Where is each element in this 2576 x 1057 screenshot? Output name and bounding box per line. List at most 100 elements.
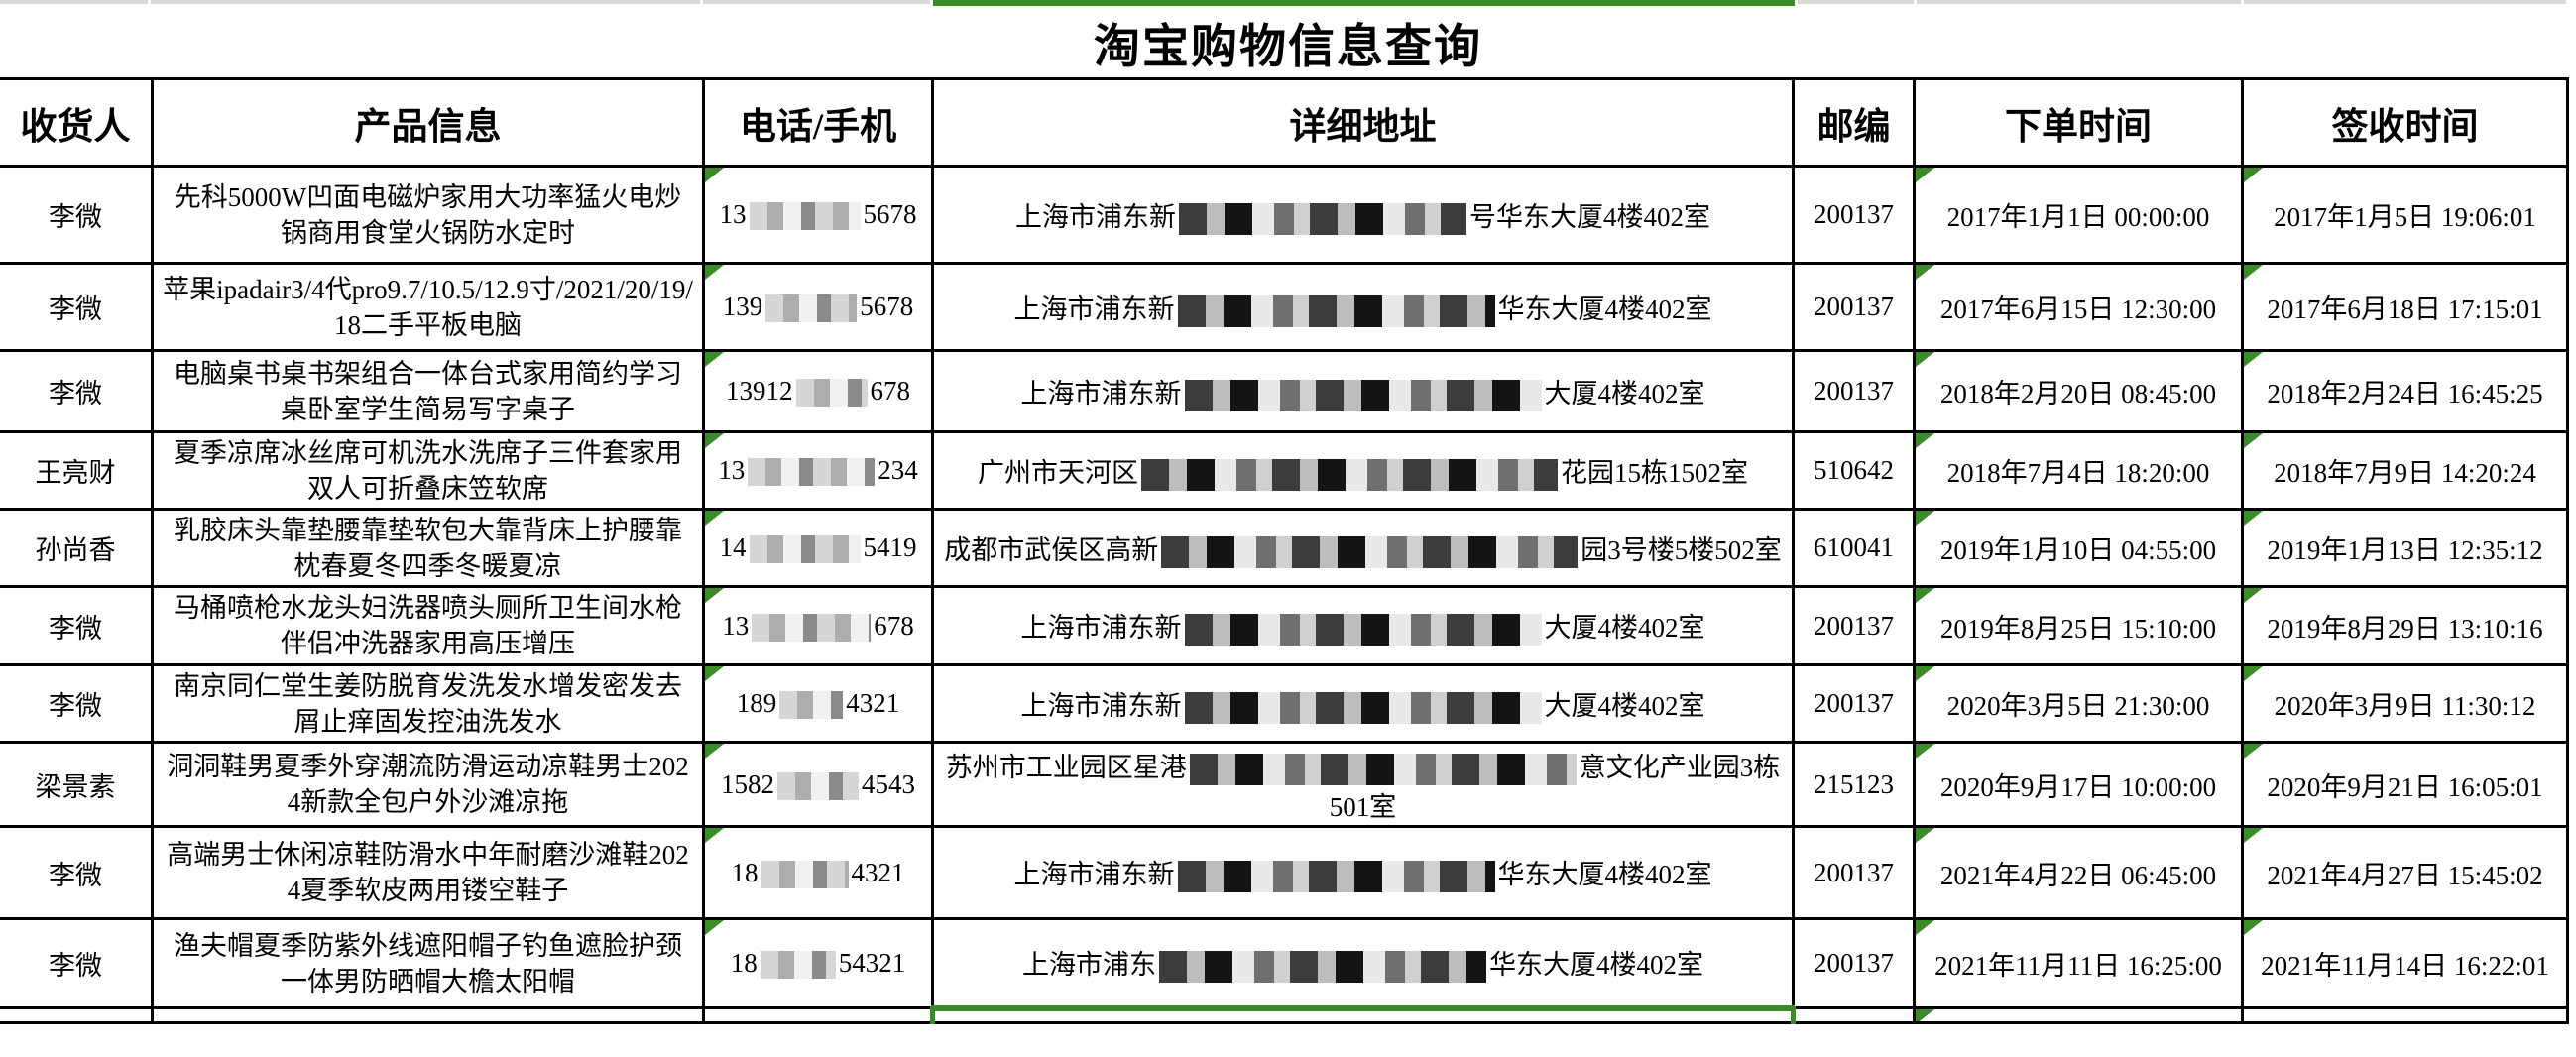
- cell-order-time[interactable]: 2017年1月1日 00:00:00: [1913, 165, 2244, 265]
- table-row: 李微 马桶喷枪水龙头妇洗器喷头厕所卫生间水枪伴侣冲洗器家用高压增压 13 678 上海市…: [0, 585, 2569, 666]
- cell-sign-time[interactable]: 2017年1月5日 19:06:01: [2241, 165, 2569, 265]
- cell-address[interactable]: 上海市浦东 华东大厦4楼402室: [931, 917, 1795, 1009]
- cell-order-time[interactable]: [1913, 1006, 2244, 1024]
- cell-phone[interactable]: 1582 4543: [702, 741, 934, 828]
- cell-sign-time[interactable]: 2021年11月14日 16:22:01: [2241, 917, 2569, 1009]
- cell-order-time[interactable]: 2018年2月20日 08:45:00: [1913, 349, 2244, 433]
- address-suffix: 号华东大厦4楼402室: [1469, 201, 1710, 232]
- cell-address[interactable]: 上海市浦东新 华东大厦4楼402室: [931, 262, 1795, 352]
- cell-product[interactable]: 南京同仁堂生姜防脱育发洗发水增发密发去屑止痒固发控油洗发水: [151, 663, 705, 744]
- cell-phone[interactable]: 13 234: [702, 430, 934, 511]
- table-row: 孙尚香 乳胶床头靠垫腰靠垫软包大靠背床上护腰靠枕春夏冬四季冬暖夏凉 14 5419 成都…: [0, 508, 2569, 588]
- cell-address[interactable]: 上海市浦东新 号华东大厦4楼402室: [931, 165, 1795, 265]
- cell-zipcode[interactable]: [1792, 1006, 1916, 1024]
- sign-time-value: 2019年8月29日 13:10:16: [2267, 613, 2543, 644]
- cell-zipcode[interactable]: 200137: [1792, 917, 1916, 1009]
- cell-address[interactable]: 成都市武侯区高新 园3号楼5楼502室: [931, 508, 1795, 588]
- header-phone[interactable]: 电话/手机: [702, 77, 934, 168]
- cell-product[interactable]: 马桶喷枪水龙头妇洗器喷头厕所卫生间水枪伴侣冲洗器家用高压增压: [151, 585, 705, 666]
- cell-product[interactable]: 先科5000W凹面电磁炉家用大功率猛火电炒锅商用食堂火锅防水定时: [151, 165, 705, 265]
- header-sign-time[interactable]: 签收时间: [2241, 77, 2569, 168]
- cell-order-time[interactable]: 2019年8月25日 15:10:00: [1913, 585, 2244, 666]
- cell-zipcode[interactable]: 200137: [1792, 663, 1916, 744]
- cell-address[interactable]: 苏州市工业园区星港 意文化产业园3栋501室: [931, 741, 1795, 828]
- cell-sign-time[interactable]: 2018年2月24日 16:45:25: [2241, 349, 2569, 433]
- cell-order-time[interactable]: 2020年9月17日 10:00:00: [1913, 741, 2244, 828]
- phone-suffix: 4543: [862, 768, 915, 799]
- cell-recipient[interactable]: 李微: [0, 165, 154, 265]
- cell-recipient[interactable]: 李微: [0, 663, 154, 744]
- header-address[interactable]: 详细地址: [931, 77, 1795, 168]
- cell-product[interactable]: 夏季凉席冰丝席可机洗水洗席子三件套家用双人可折叠床笠软席: [151, 430, 705, 511]
- phone-prefix: 13: [719, 199, 747, 229]
- cell-zipcode[interactable]: 200137: [1792, 825, 1916, 920]
- cell-sign-time[interactable]: 2019年8月29日 13:10:16: [2241, 585, 2569, 666]
- cell-recipient[interactable]: 李微: [0, 917, 154, 1009]
- cell-phone[interactable]: 18 54321: [702, 917, 934, 1009]
- address-prefix: 上海市浦东新: [1015, 201, 1176, 232]
- cell-recipient[interactable]: 李微: [0, 825, 154, 920]
- cell-product[interactable]: [151, 1006, 705, 1024]
- cell-zipcode[interactable]: 200137: [1792, 262, 1916, 352]
- cell-order-time[interactable]: 2021年4月22日 06:45:00: [1913, 825, 2244, 920]
- cell-recipient[interactable]: 李微: [0, 585, 154, 666]
- cell-address[interactable]: 上海市浦东新 大厦4楼402室: [931, 585, 1795, 666]
- cell-zipcode[interactable]: 200137: [1792, 349, 1916, 433]
- cell-phone[interactable]: 13912 678: [702, 349, 934, 433]
- cell-product[interactable]: 高端男士休闲凉鞋防滑水中年耐磨沙滩鞋2024夏季软皮两用镂空鞋子: [151, 825, 705, 920]
- header-zipcode[interactable]: 邮编: [1792, 77, 1916, 168]
- cell-zipcode[interactable]: 200137: [1792, 165, 1916, 265]
- cell-product[interactable]: 渔夫帽夏季防紫外线遮阳帽子钓鱼遮脸护颈一体男防晒帽大檐太阳帽: [151, 917, 705, 1009]
- cell-order-time[interactable]: 2019年1月10日 04:55:00: [1913, 508, 2244, 588]
- address-prefix: 上海市浦东新: [1013, 860, 1175, 889]
- cell-recipient[interactable]: 梁景素: [0, 741, 154, 828]
- cell-address[interactable]: 广州市天河区 花园15栋1502室: [931, 430, 1795, 511]
- cell-recipient[interactable]: [0, 1006, 154, 1024]
- cell-error-triangle-icon: [1917, 829, 1934, 843]
- order-time-value: 2017年1月1日 00:00:00: [1946, 202, 2210, 232]
- cell-sign-time[interactable]: [2241, 1006, 2569, 1024]
- header-order-time[interactable]: 下单时间: [1913, 77, 2244, 168]
- address-suffix: 意文化产业园3栋501室: [1329, 752, 1781, 822]
- cell-sign-time[interactable]: 2019年1月13日 12:35:12: [2241, 508, 2569, 588]
- cell-address[interactable]: 上海市浦东新 华东大厦4楼402室: [931, 825, 1795, 920]
- cell-sign-time[interactable]: 2018年7月9日 14:20:24: [2241, 430, 2569, 511]
- cell-error-triangle-icon: [706, 512, 724, 526]
- header-product-info[interactable]: 产品信息: [151, 77, 705, 168]
- cell-address[interactable]: 上海市浦东新 大厦4楼402室: [931, 349, 1795, 433]
- cell-phone[interactable]: 13 5678: [702, 165, 934, 265]
- cell-order-time[interactable]: 2017年6月15日 12:30:00: [1913, 262, 2244, 352]
- cell-phone[interactable]: [702, 1006, 934, 1024]
- cell-address[interactable]: 上海市浦东新 大厦4楼402室: [931, 663, 1795, 744]
- cell-phone[interactable]: 139 5678: [702, 262, 934, 352]
- cell-phone[interactable]: 13 678: [702, 585, 934, 666]
- phone-suffix: 5678: [860, 292, 914, 321]
- cell-sign-time[interactable]: 2021年4月27日 15:45:02: [2241, 825, 2569, 920]
- cell-zipcode[interactable]: 610041: [1792, 508, 1916, 588]
- cell-order-time[interactable]: 2020年3月5日 21:30:00: [1913, 663, 2244, 744]
- cell-sign-time[interactable]: 2020年3月9日 11:30:12: [2241, 663, 2569, 744]
- cell-product[interactable]: 电脑桌书桌书架组合一体台式家用简约学习桌卧室学生简易写字桌子: [151, 349, 705, 433]
- cell-recipient[interactable]: 李微: [0, 262, 154, 352]
- censored-phone-digits: [779, 691, 844, 719]
- cell-zipcode[interactable]: 510642: [1792, 430, 1916, 511]
- cell-phone[interactable]: 14 5419: [702, 508, 934, 588]
- cell-recipient[interactable]: 王亮财: [0, 430, 154, 511]
- cell-order-time[interactable]: 2018年7月4日 18:20:00: [1913, 430, 2244, 511]
- header-recipient[interactable]: 收货人: [0, 77, 154, 168]
- cell-recipient[interactable]: 孙尚香: [0, 508, 154, 588]
- cell-recipient[interactable]: 李微: [0, 349, 154, 433]
- cell-product[interactable]: 苹果ipadair3/4代pro9.7/10.5/12.9寸/2021/20/1…: [151, 262, 705, 352]
- selected-cell[interactable]: [930, 1004, 1796, 1024]
- cell-zipcode[interactable]: 215123: [1792, 741, 1916, 828]
- cell-error-triangle-icon: [2245, 434, 2263, 448]
- cell-order-time[interactable]: 2021年11月11日 16:25:00: [1913, 917, 2244, 1009]
- cell-phone[interactable]: 189 4321: [702, 663, 934, 744]
- cell-product[interactable]: 洞洞鞋男夏季外穿潮流防滑运动凉鞋男士2024新款全包户外沙滩凉拖: [151, 741, 705, 828]
- cell-sign-time[interactable]: 2020年9月21日 16:05:01: [2241, 741, 2569, 828]
- cell-phone[interactable]: 18 4321: [702, 825, 934, 920]
- cell-product[interactable]: 乳胶床头靠垫腰靠垫软包大靠背床上护腰靠枕春夏冬四季冬暖夏凉: [151, 508, 705, 588]
- cell-zipcode[interactable]: 200137: [1792, 585, 1916, 666]
- cell-sign-time[interactable]: 2017年6月18日 17:15:01: [2241, 262, 2569, 352]
- order-time-value: 2018年7月4日 18:20:00: [1946, 458, 2210, 488]
